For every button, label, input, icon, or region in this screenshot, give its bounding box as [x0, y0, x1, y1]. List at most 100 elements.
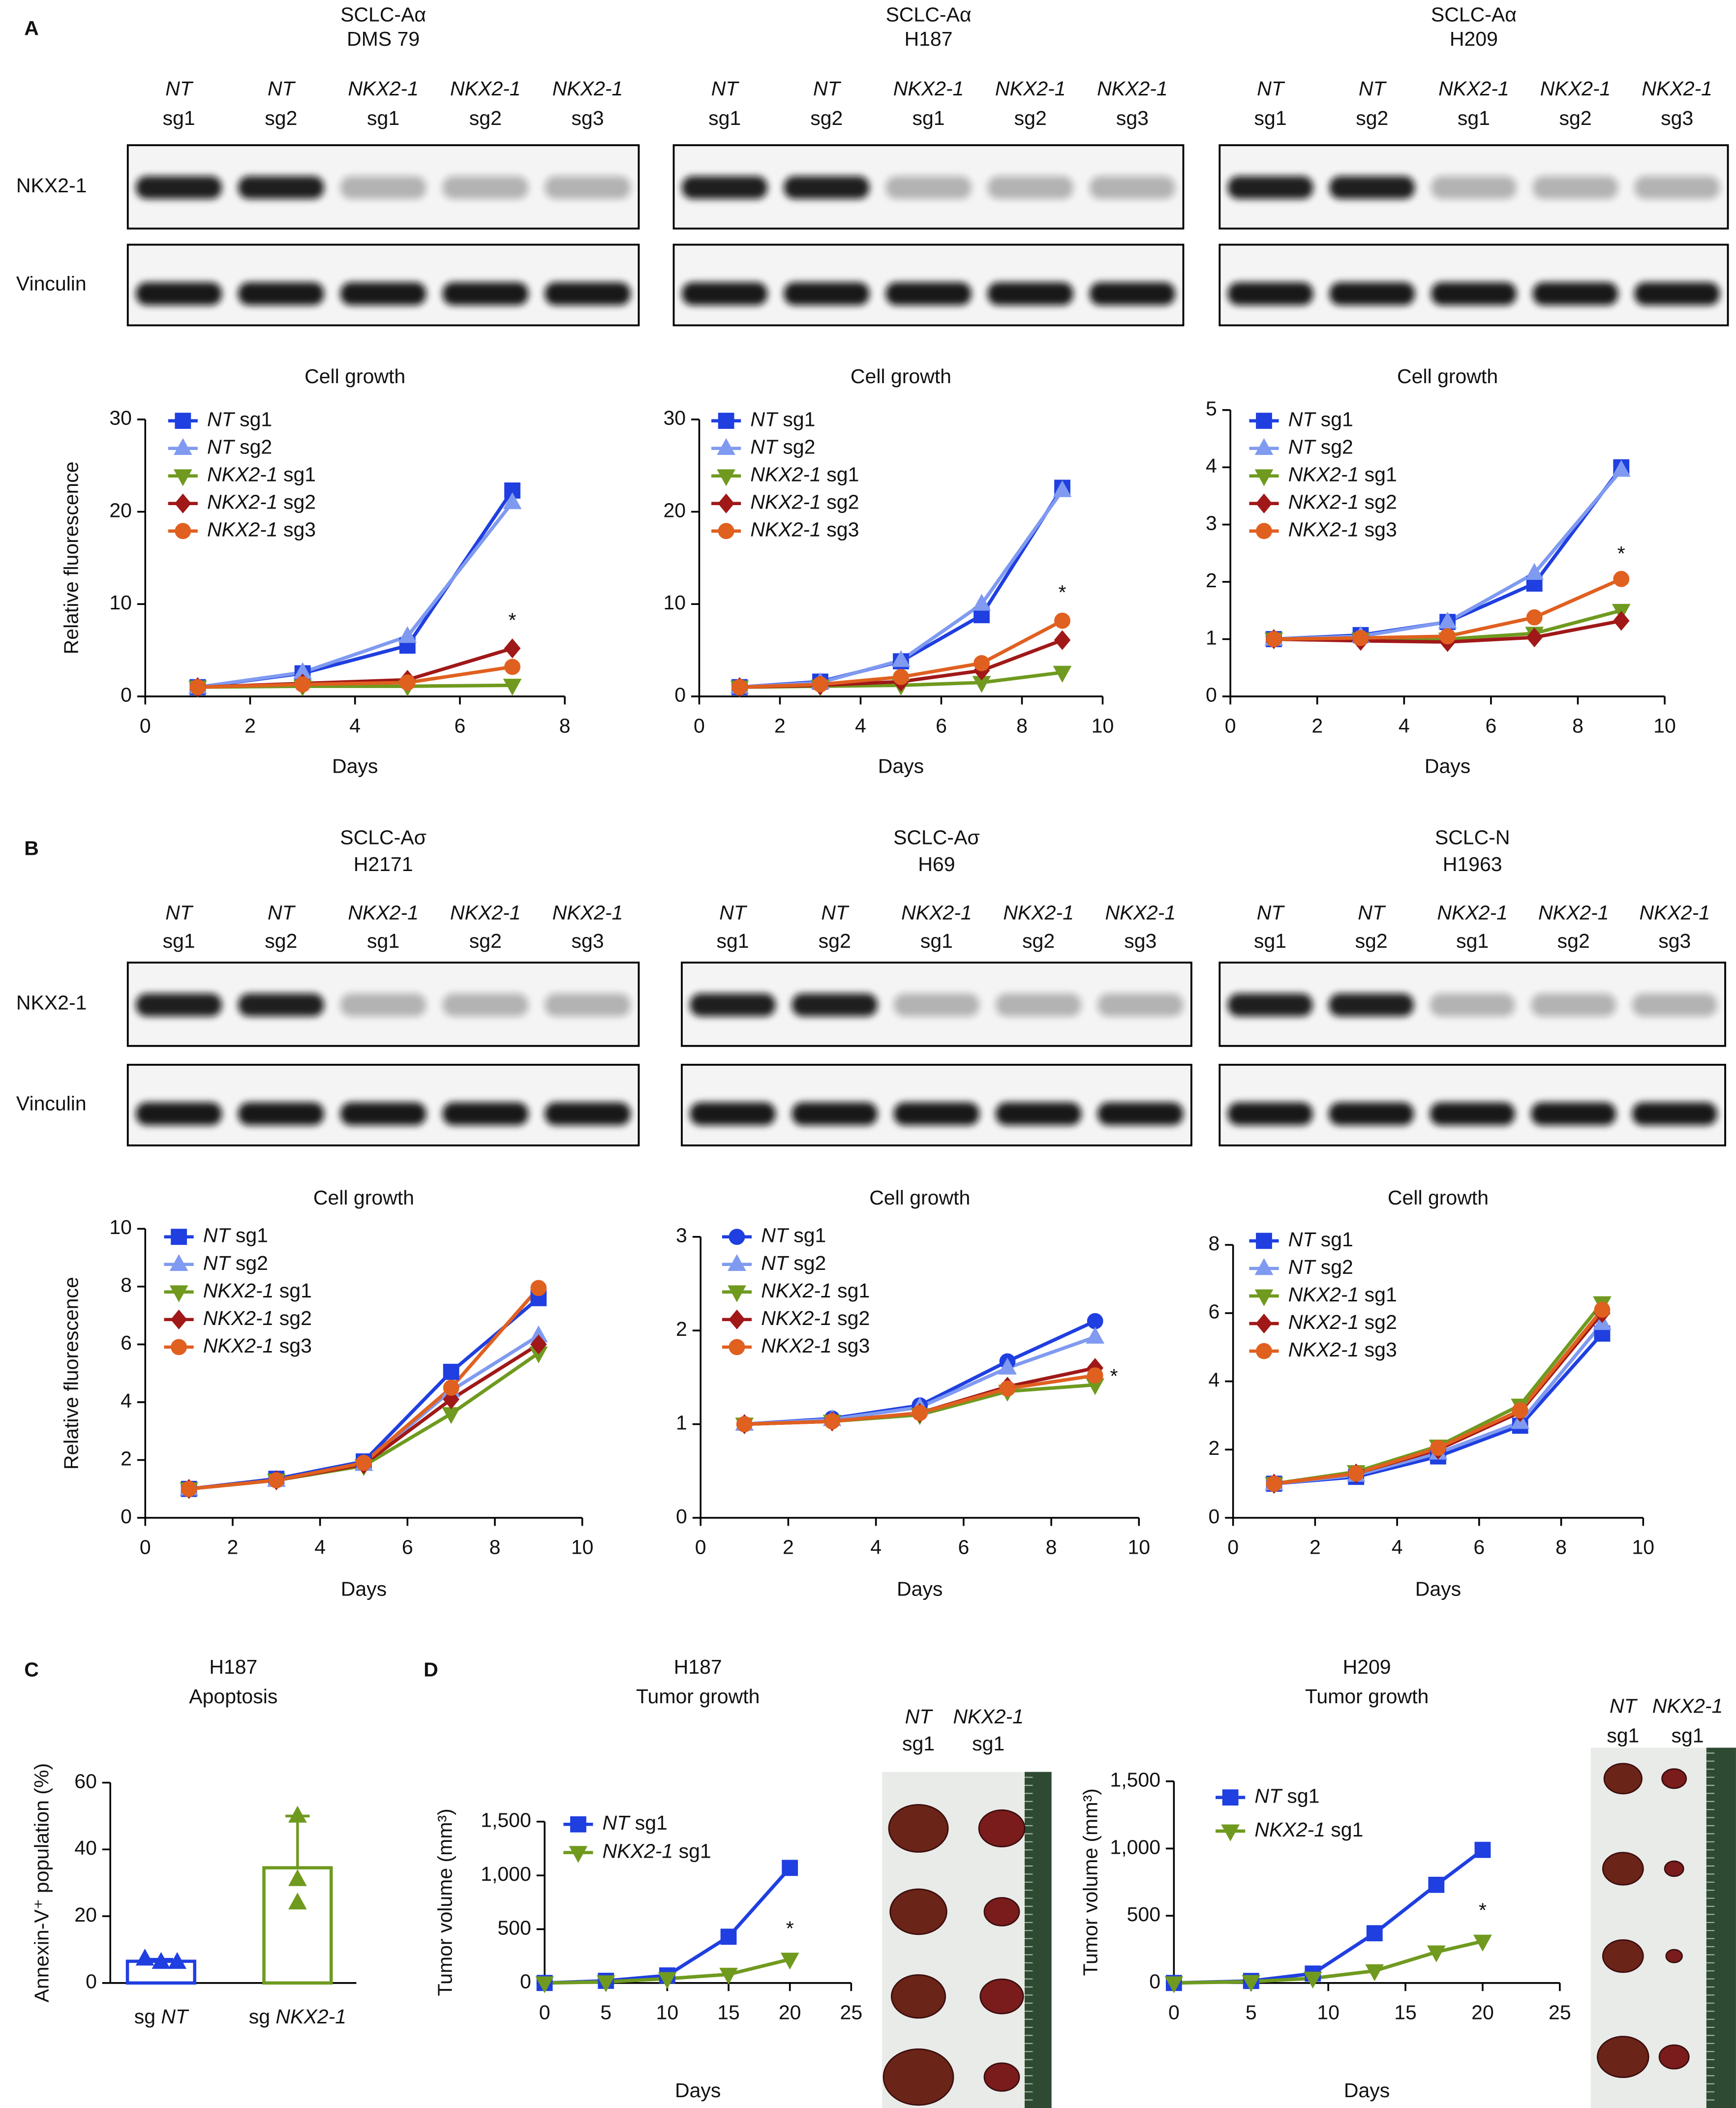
lane-guide: sg3 — [1661, 107, 1693, 129]
blot-band — [792, 993, 878, 1017]
x-tick-label: 4 — [855, 715, 866, 737]
data-point — [1525, 563, 1544, 580]
tumor — [983, 2062, 1020, 2092]
legend-label: NT sg1 — [207, 408, 272, 430]
photo-lane-guide: sg1 — [972, 1732, 1005, 1755]
blot-band — [1097, 993, 1184, 1017]
lane-guide: sg2 — [1014, 107, 1047, 129]
data-point — [1428, 1876, 1445, 1893]
legend-label: NKX2-1 sg2 — [207, 490, 316, 513]
blot-subtype: SCLC-Aα — [1431, 3, 1517, 26]
y-tick-label: 2 — [121, 1447, 132, 1470]
photo-lane-guide: sg1 — [1607, 1724, 1639, 1747]
data-point — [503, 678, 522, 696]
x-tick-label: 25 — [840, 2001, 863, 2023]
legend-marker — [1256, 523, 1272, 540]
x-tick-label: 2 — [783, 1536, 794, 1559]
lane-guide: sg2 — [1557, 930, 1590, 952]
data-point — [503, 492, 522, 510]
legend-marker — [169, 1285, 188, 1302]
photo-ruler — [1706, 1747, 1736, 2108]
blot-band — [996, 993, 1082, 1017]
legend-marker — [1222, 1789, 1239, 1806]
y-tick-label: 1,500 — [1110, 1769, 1160, 1791]
legend-label: NT sg1 — [1288, 1228, 1353, 1251]
blot-band — [1532, 282, 1618, 305]
chart-title: Cell growth — [1397, 365, 1498, 388]
data-point — [1348, 1465, 1365, 1482]
tumor — [888, 1804, 949, 1853]
blot-band — [1531, 1102, 1616, 1125]
blot-band — [136, 993, 222, 1017]
y-tick-label: 40 — [74, 1837, 97, 1859]
data-point — [1430, 1440, 1446, 1456]
legend-marker — [169, 1254, 188, 1271]
lane-guide: sg1 — [708, 107, 741, 129]
panel-label: A — [24, 17, 39, 39]
data-point — [1594, 1301, 1611, 1318]
y-tick-label: 5 — [1206, 397, 1217, 420]
y-tick-label: 1 — [1206, 626, 1217, 649]
y-tick-label: 20 — [109, 499, 132, 521]
y-tick-label: 20 — [664, 499, 686, 521]
legend-label: NKX2-1 sg1 — [750, 463, 859, 485]
lane-guide: sg3 — [572, 930, 604, 952]
legend-label: NKX2-1 sg3 — [1288, 518, 1397, 541]
y-tick-label: 8 — [121, 1274, 132, 1296]
legend-label: NKX2-1 sg1 — [761, 1279, 870, 1302]
data-point — [1086, 1326, 1105, 1344]
data-point — [1266, 1476, 1282, 1492]
data-point — [189, 679, 206, 695]
series-line — [1174, 1939, 1483, 1985]
y-tick-label: 0 — [676, 1505, 687, 1528]
data-point — [780, 1953, 799, 1970]
data-point — [1526, 609, 1543, 626]
lane-guide: sg2 — [265, 107, 297, 129]
y-tick-label: 4 — [121, 1389, 132, 1412]
x-tick-label: 0 — [1168, 2001, 1180, 2023]
blot-band — [1632, 993, 1717, 1017]
data-point — [356, 1454, 372, 1471]
x-tick-label: 2 — [1310, 1536, 1321, 1559]
x-tick-label: 10 — [1632, 1536, 1655, 1559]
blot-band — [545, 1102, 631, 1125]
blot-band — [1089, 282, 1175, 305]
legend-marker — [1255, 493, 1273, 513]
annotation: * — [1479, 1899, 1487, 1922]
data-point — [1512, 1402, 1528, 1418]
x-tick-label: 6 — [455, 715, 466, 737]
data-point — [1266, 631, 1282, 647]
blot-cell-line: H209 — [1450, 28, 1498, 50]
data-point — [1427, 1945, 1446, 1962]
blot-band — [1329, 993, 1414, 1017]
x-axis-label: Days — [341, 1577, 387, 1600]
x-tick-label: 8 — [1555, 1536, 1567, 1559]
lane-gene: NT — [711, 77, 740, 100]
blot-band — [1531, 993, 1616, 1017]
data-point — [1365, 1964, 1384, 1982]
legend-marker — [175, 413, 191, 429]
x-tick-label: 6 — [1473, 1536, 1485, 1559]
y-tick-label: 500 — [1127, 1903, 1160, 1926]
data-point — [181, 1480, 197, 1497]
x-tick-label: 10 — [1317, 2001, 1340, 2023]
lane-guide: sg3 — [1658, 930, 1691, 952]
lane-gene: NT — [1257, 902, 1285, 924]
y-axis-label: Annexin-V⁺ population (%) — [30, 1763, 53, 2003]
y-tick-label: 3 — [676, 1224, 687, 1247]
x-tick-label: 0 — [1225, 715, 1236, 737]
lane-guide: sg1 — [367, 107, 399, 129]
blot-band — [238, 176, 324, 199]
legend-label: NT sg2 — [207, 435, 272, 458]
legend-marker — [1254, 469, 1274, 486]
x-tick-label: 2 — [244, 715, 256, 737]
x-tick-label: 4 — [870, 1536, 882, 1559]
legend-marker — [173, 438, 192, 455]
data-point — [824, 1413, 840, 1430]
lane-guide: sg3 — [572, 107, 604, 129]
lane-gene: NKX2-1 — [901, 902, 972, 924]
y-axis-label: Relative fluorescence — [60, 1277, 83, 1470]
y-tick-label: 2 — [1208, 1437, 1219, 1459]
data-point — [1438, 611, 1457, 629]
